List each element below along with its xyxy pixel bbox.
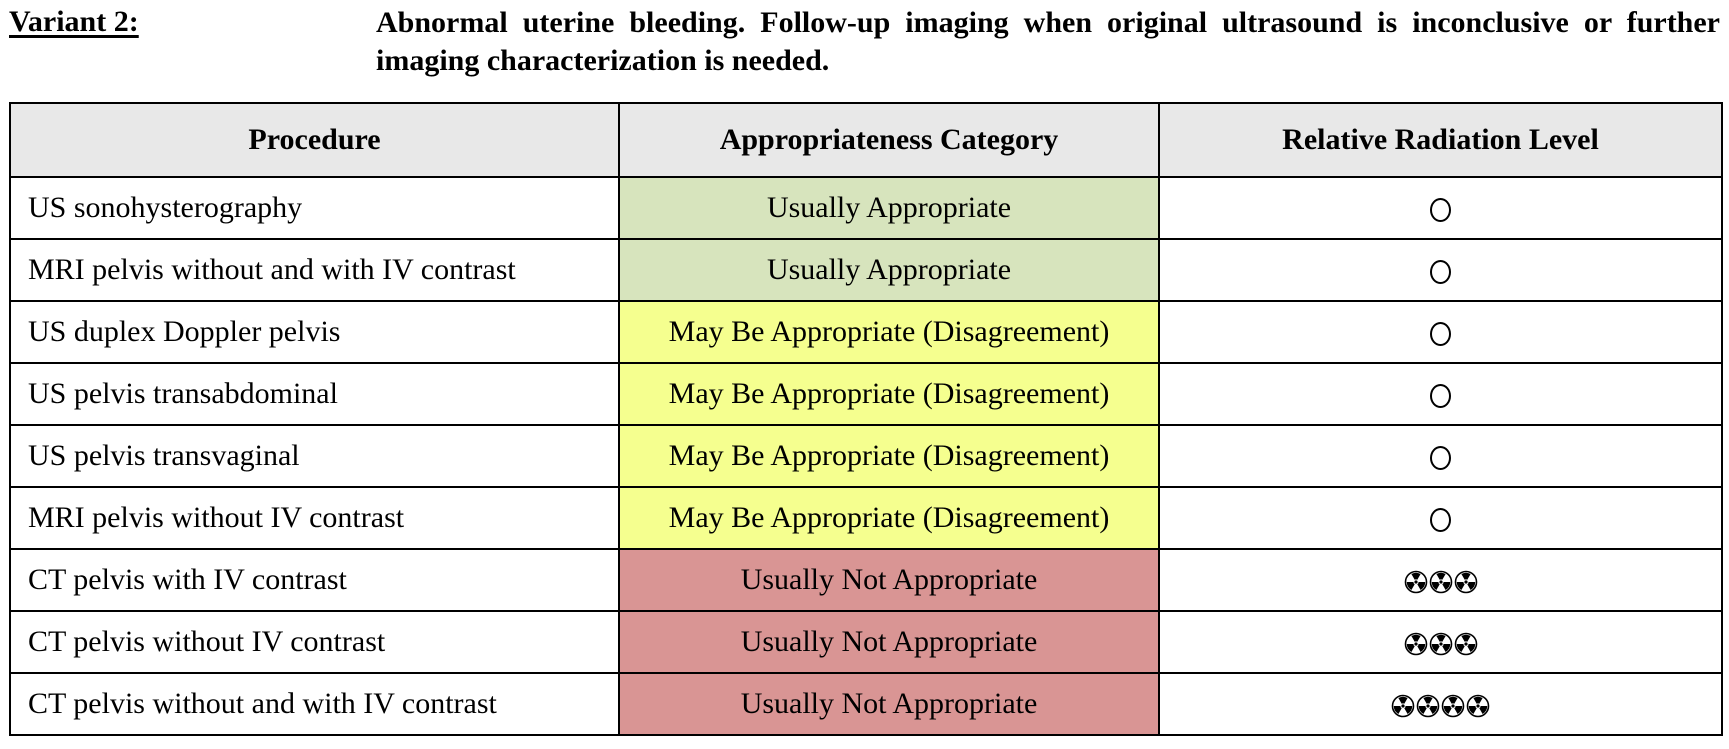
procedure-table: Procedure Appropriateness Category Relat… [9,102,1723,736]
header-appropriateness-category: Appropriateness Category [618,102,1160,178]
radiation-level-cell [1158,610,1723,674]
no-radiation-icon [1430,384,1451,409]
radiation-icon [1466,694,1490,718]
procedure-cell: MRI pelvis without IV contrast [9,486,620,550]
no-radiation-icon [1430,260,1451,285]
variant-title: Abnormal uterine bleeding. Follow-up ima… [376,6,1720,77]
header-procedure: Procedure [9,102,620,178]
procedure-cell: CT pelvis without and with IV contrast [9,672,620,736]
procedure-cell: US pelvis transvaginal [9,424,620,488]
table-row: US pelvis transvaginal May Be Appropriate… [9,424,1723,488]
radiation-level-cell [1158,300,1723,364]
no-radiation-icon [1430,322,1451,347]
radiation-icon [1404,632,1427,656]
appropriateness-category-cell: May Be Appropriate (Disagreement) [618,300,1160,364]
variant-header: Variant 2: Abnormal uterine bleeding. Fo… [0,0,1729,100]
procedure-cell: CT pelvis with IV contrast [9,548,620,612]
table-row: US pelvis transabdominal May Be Appropria… [9,362,1723,426]
radiation-icon [1404,570,1427,594]
procedure-cell: US sonohysterography [9,176,620,240]
table-row: US duplex Doppler pelvis May Be Appropria… [9,300,1723,364]
radiation-level-cell [1158,486,1723,550]
radiation-icon [1441,694,1465,718]
table-header-row: Procedure Appropriateness Category Relat… [9,102,1723,178]
radiation-icon [1454,632,1477,656]
appropriateness-category-cell: Usually Appropriate [618,238,1160,302]
table-row: MRI pelvis without and with IV contrast U… [9,238,1723,302]
table-row: MRI pelvis without IV contrast May Be App… [9,486,1723,550]
radiation-level-cell [1158,548,1723,612]
table-row: CT pelvis without and with IV contrast Us… [9,672,1723,736]
procedure-cell: MRI pelvis without and with IV contrast [9,238,620,302]
radiation-level-cell [1158,176,1723,240]
radiation-icons [1404,632,1478,656]
radiation-level-cell [1158,424,1723,488]
no-radiation-icon [1430,198,1451,223]
radiation-level-cell [1158,238,1723,302]
header-relative-radiation-level: Relative Radiation Level [1158,102,1723,178]
no-radiation-icon [1430,446,1451,471]
radiation-icons [1404,570,1478,594]
procedure-cell: CT pelvis without IV contrast [9,610,620,674]
radiation-icon [1429,570,1452,594]
radiation-icon [1391,694,1415,718]
radiation-icons [1391,694,1490,718]
procedure-cell: US duplex Doppler pelvis [9,300,620,364]
appropriateness-category-cell: May Be Appropriate (Disagreement) [618,424,1160,488]
appropriateness-category-cell: May Be Appropriate (Disagreement) [618,486,1160,550]
appropriateness-category-cell: Usually Appropriate [618,176,1160,240]
variant-label: Variant 2: [9,5,139,38]
no-radiation-icon [1430,508,1451,533]
appropriateness-category-cell: Usually Not Appropriate [618,610,1160,674]
radiation-level-cell [1158,672,1723,736]
appropriateness-category-cell: Usually Not Appropriate [618,548,1160,612]
appropriateness-category-cell: May Be Appropriate (Disagreement) [618,362,1160,426]
radiation-icon [1429,632,1452,656]
radiation-level-cell [1158,362,1723,426]
table-row: US sonohysterography Usually Appropriate [9,176,1723,240]
table-row: CT pelvis with IV contrast Usually Not Ap… [9,548,1723,612]
procedure-cell: US pelvis transabdominal [9,362,620,426]
table-body: US sonohysterography Usually Appropriate M… [9,176,1723,736]
appropriateness-category-cell: Usually Not Appropriate [618,672,1160,736]
radiation-icon [1454,570,1477,594]
table-row: CT pelvis without IV contrast Usually Not… [9,610,1723,674]
radiation-icon [1416,694,1440,718]
